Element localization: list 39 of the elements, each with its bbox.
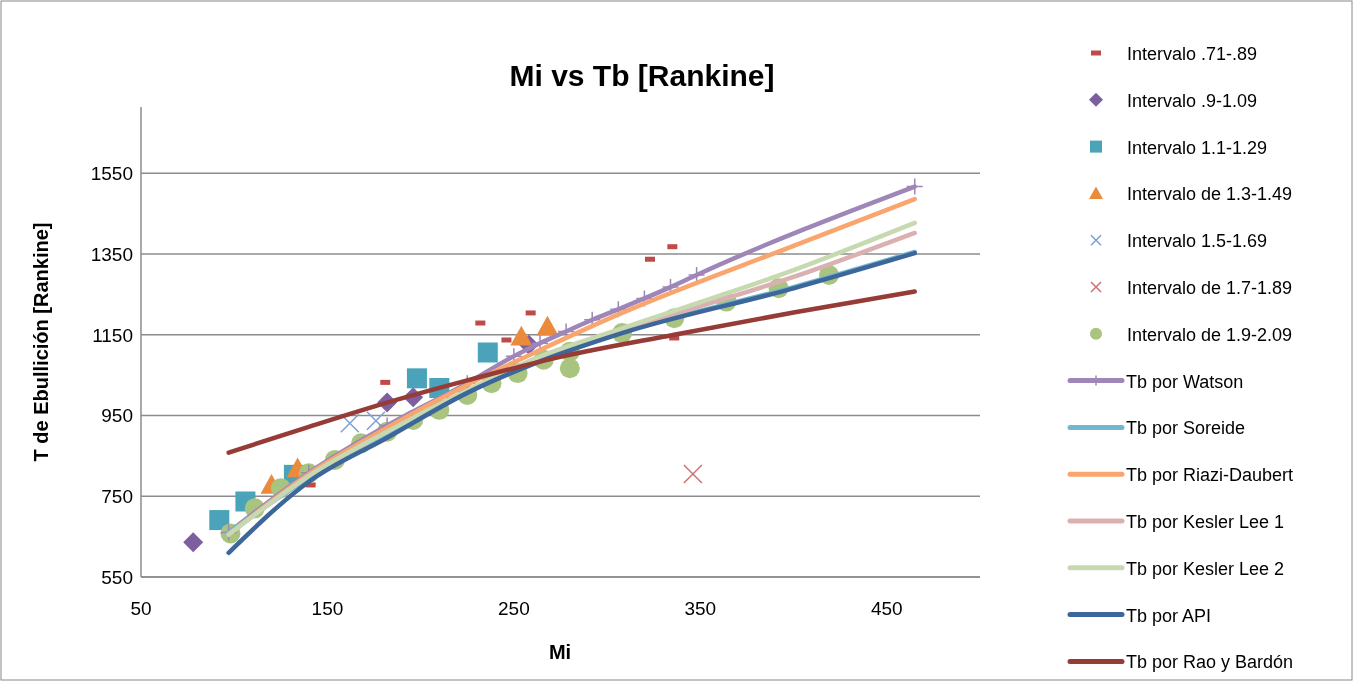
x-tick-label: 450 bbox=[870, 598, 903, 619]
legend-label: Tb por Rao y Bardón bbox=[1126, 652, 1294, 673]
chart-title: Mi vs Tb [Rankine] bbox=[509, 59, 775, 92]
point bbox=[183, 532, 204, 553]
legend-label: Tb por Kesler Lee 1 bbox=[1126, 512, 1285, 532]
y-axis-title: T de Ebullición [Rankine] bbox=[30, 222, 52, 462]
x-tick-label: 250 bbox=[498, 598, 530, 619]
x-tick-label: 150 bbox=[311, 598, 344, 619]
legend-label: Tb por Riazi-Daubert bbox=[1126, 465, 1294, 486]
legend-label: Intervalo 1.1-1.29 bbox=[1127, 137, 1268, 158]
point bbox=[683, 464, 703, 484]
legend-label: Intervalo 1.5-1.69 bbox=[1127, 231, 1268, 252]
legend-label: Tb por Kesler Lee 2 bbox=[1126, 558, 1285, 579]
point bbox=[406, 368, 427, 389]
legend-label: Tb por API bbox=[1126, 605, 1212, 626]
point bbox=[559, 358, 580, 379]
y-tick-label: 550 bbox=[101, 567, 133, 588]
legend-label: Intervalo de 1.9-2.09 bbox=[1127, 324, 1293, 345]
x-tick-label: 350 bbox=[684, 598, 717, 619]
y-tick-label: 1550 bbox=[90, 163, 133, 185]
x-axis-title: Mi bbox=[548, 641, 572, 663]
y-tick-label: 1150 bbox=[92, 324, 133, 346]
point bbox=[510, 325, 533, 346]
point bbox=[209, 510, 230, 531]
legend-label: Intervalo de 1.7-1.89 bbox=[1127, 278, 1293, 298]
legend-label: Intervalo de 1.3-1.49 bbox=[1127, 184, 1293, 205]
point bbox=[477, 342, 498, 363]
legend-label: Intervalo .9-1.09 bbox=[1127, 90, 1258, 111]
point bbox=[340, 413, 360, 433]
y-tick-label: 750 bbox=[101, 486, 133, 508]
x-tick-label: 50 bbox=[130, 598, 152, 619]
legend-label: Tb por Soreide bbox=[1126, 418, 1246, 439]
line-series bbox=[226, 289, 917, 455]
legend-label: Intervalo .71-.89 bbox=[1127, 44, 1258, 64]
point bbox=[905, 177, 924, 196]
legend-label: Tb por Watson bbox=[1126, 371, 1244, 392]
point bbox=[536, 315, 559, 336]
y-tick-label: 950 bbox=[101, 405, 133, 427]
y-tick-label: 1350 bbox=[90, 243, 133, 265]
